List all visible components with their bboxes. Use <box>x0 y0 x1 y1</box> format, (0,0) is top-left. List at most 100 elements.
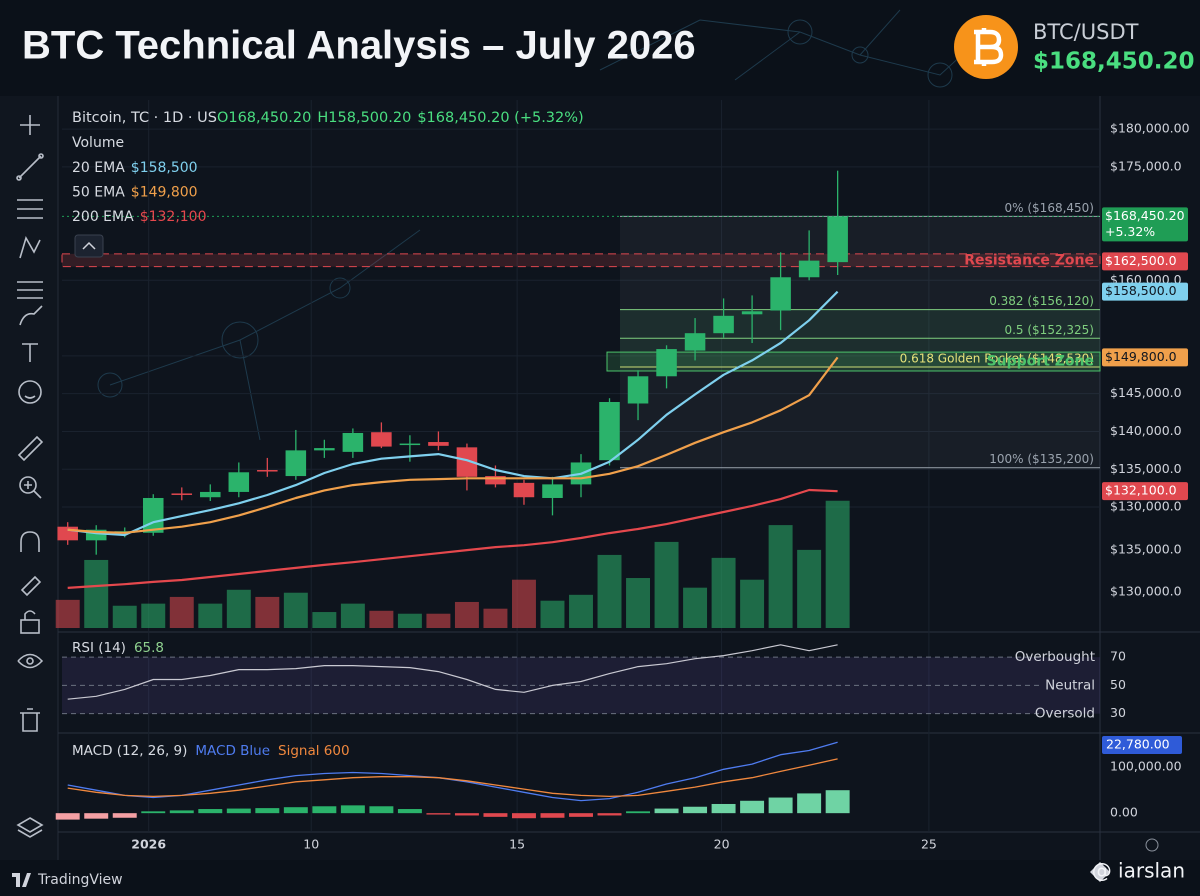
trendline-tool[interactable] <box>16 153 44 181</box>
collapse-button[interactable] <box>74 234 104 258</box>
volume-bar <box>711 557 736 628</box>
ticker-symbol: BTC/USDT <box>1033 20 1139 44</box>
crosshair-tool[interactable] <box>20 115 40 135</box>
y-tick-label: $130,000.0 <box>1110 499 1182 514</box>
pattern-tool[interactable] <box>19 235 41 259</box>
macd-histogram-bar <box>255 808 280 814</box>
emoji-tool[interactable] <box>18 380 42 404</box>
delete-tool[interactable] <box>20 708 40 732</box>
marks-layer <box>55 170 850 820</box>
bitcoin-logo <box>954 15 1018 79</box>
magnet-tool[interactable] <box>20 531 40 552</box>
volume-bar <box>768 525 793 628</box>
volume-bar <box>825 500 850 628</box>
network-decoration <box>97 9 1001 441</box>
macd-histogram-bar <box>312 806 337 814</box>
candle-body <box>285 450 307 477</box>
macd-tick-label: 100,000.00 <box>1110 759 1182 774</box>
ema-line <box>67 290 839 537</box>
fib-label: 100% ($135,200) <box>989 452 1094 466</box>
macd-histogram-bar <box>112 813 137 818</box>
x-tick-label: 25 <box>921 837 937 852</box>
ema-value: $132,100 <box>140 209 207 225</box>
fib-label: 0.618 Golden Pocket ($148,530) <box>900 351 1094 365</box>
layers-tool[interactable] <box>16 817 44 838</box>
macd-histogram-bar <box>797 793 822 814</box>
price-marker-label: $132,100.0 <box>1105 483 1177 498</box>
rsi-title: RSI (14) <box>72 640 126 656</box>
x-tick-label: 15 <box>509 837 525 852</box>
candle-body <box>399 443 421 446</box>
volume-bar <box>141 603 166 628</box>
tradingview-logo <box>12 873 31 887</box>
visibility-tool[interactable] <box>17 653 44 669</box>
volume-bar <box>397 613 422 628</box>
fib-label: 0% ($168,450) <box>1005 201 1094 215</box>
candle-body <box>171 493 193 495</box>
text-tool[interactable] <box>22 343 38 362</box>
macd-histogram-bar <box>511 813 536 819</box>
candle-body <box>200 491 221 498</box>
ticker-price: $168,450.20 <box>1033 49 1195 75</box>
toolbar <box>0 96 58 860</box>
zoom-tool[interactable] <box>19 476 42 499</box>
price-marker <box>1102 348 1188 367</box>
ema-legend-entry: 20 EMA $158,500 <box>72 160 198 176</box>
macd-histogram-bar <box>597 813 622 816</box>
y-tick-label: $140,000.0 <box>1110 423 1182 438</box>
price-marker-label: $168,450.20 <box>1105 208 1185 223</box>
fib-tool[interactable] <box>17 281 43 299</box>
symbol-name: Bitcoin, TC · 1D · US <box>72 110 217 126</box>
candle-body <box>485 476 506 485</box>
horizontal-lines-tool[interactable] <box>17 199 43 219</box>
volume-bar <box>340 603 365 628</box>
macd-histogram-bar <box>454 813 479 816</box>
signal-name: Signal 600 <box>278 743 350 759</box>
volume-bar <box>683 587 708 628</box>
volume-bar <box>569 594 593 628</box>
brush-tool[interactable] <box>19 305 43 326</box>
macd-histogram-bar <box>84 813 109 819</box>
high-value: H158,500.20 <box>317 110 411 126</box>
ema-legend: 20 EMA $158,500 50 EMA $149,800 200 EMA $132,… <box>72 160 207 225</box>
volume-bar <box>797 549 822 628</box>
macd-current-box <box>1102 736 1182 754</box>
macd-name: MACD Blue <box>195 743 270 759</box>
rsi-level-value: 30 <box>1110 705 1126 720</box>
volume-bar <box>654 541 679 628</box>
ruler-tool[interactable] <box>17 435 44 462</box>
rsi-value: 65.8 <box>134 640 164 656</box>
candle-body <box>257 470 278 472</box>
price-marker-change: +5.32% <box>1105 224 1155 239</box>
candle-body <box>228 472 250 492</box>
candle-body <box>827 216 848 263</box>
rsi-level-name: Oversold <box>1035 706 1095 722</box>
candle-body <box>85 529 107 541</box>
ema-legend-entry: 50 EMA $149,800 <box>72 185 198 201</box>
y-tick-label: $175,000.0 <box>1110 158 1182 173</box>
zone <box>606 351 1101 372</box>
ema-name: 50 EMA <box>72 185 125 201</box>
price-marker <box>1102 252 1188 271</box>
rsi-level-name: Neutral <box>1045 677 1095 693</box>
macd-histogram-bar <box>626 811 651 814</box>
volume-bar <box>255 596 280 628</box>
lock-drawings-tool[interactable] <box>20 575 42 597</box>
price-marker <box>1102 207 1188 242</box>
macd-histogram-bar <box>426 813 451 815</box>
macd-histogram-bar <box>711 803 736 814</box>
macd-current-value: 22,780.00 <box>1106 737 1170 752</box>
volume-bar <box>55 599 80 628</box>
ema-name: 200 EMA <box>72 209 134 225</box>
macd-histogram-bar <box>55 813 80 820</box>
zone <box>61 253 1101 268</box>
rsi-level-name: Overbought <box>1015 649 1095 665</box>
macd-histogram-bar <box>740 800 765 814</box>
open-value: O168,450.20 <box>217 110 311 126</box>
unlock-tool[interactable] <box>20 610 40 634</box>
y-tick-label: $135,000.0 <box>1110 461 1182 476</box>
rsi-line <box>67 644 838 700</box>
settings-button[interactable] <box>1145 838 1159 852</box>
labels-layer: $180,000.00$175,000.0$160,000.0$150,000.… <box>131 121 1189 852</box>
